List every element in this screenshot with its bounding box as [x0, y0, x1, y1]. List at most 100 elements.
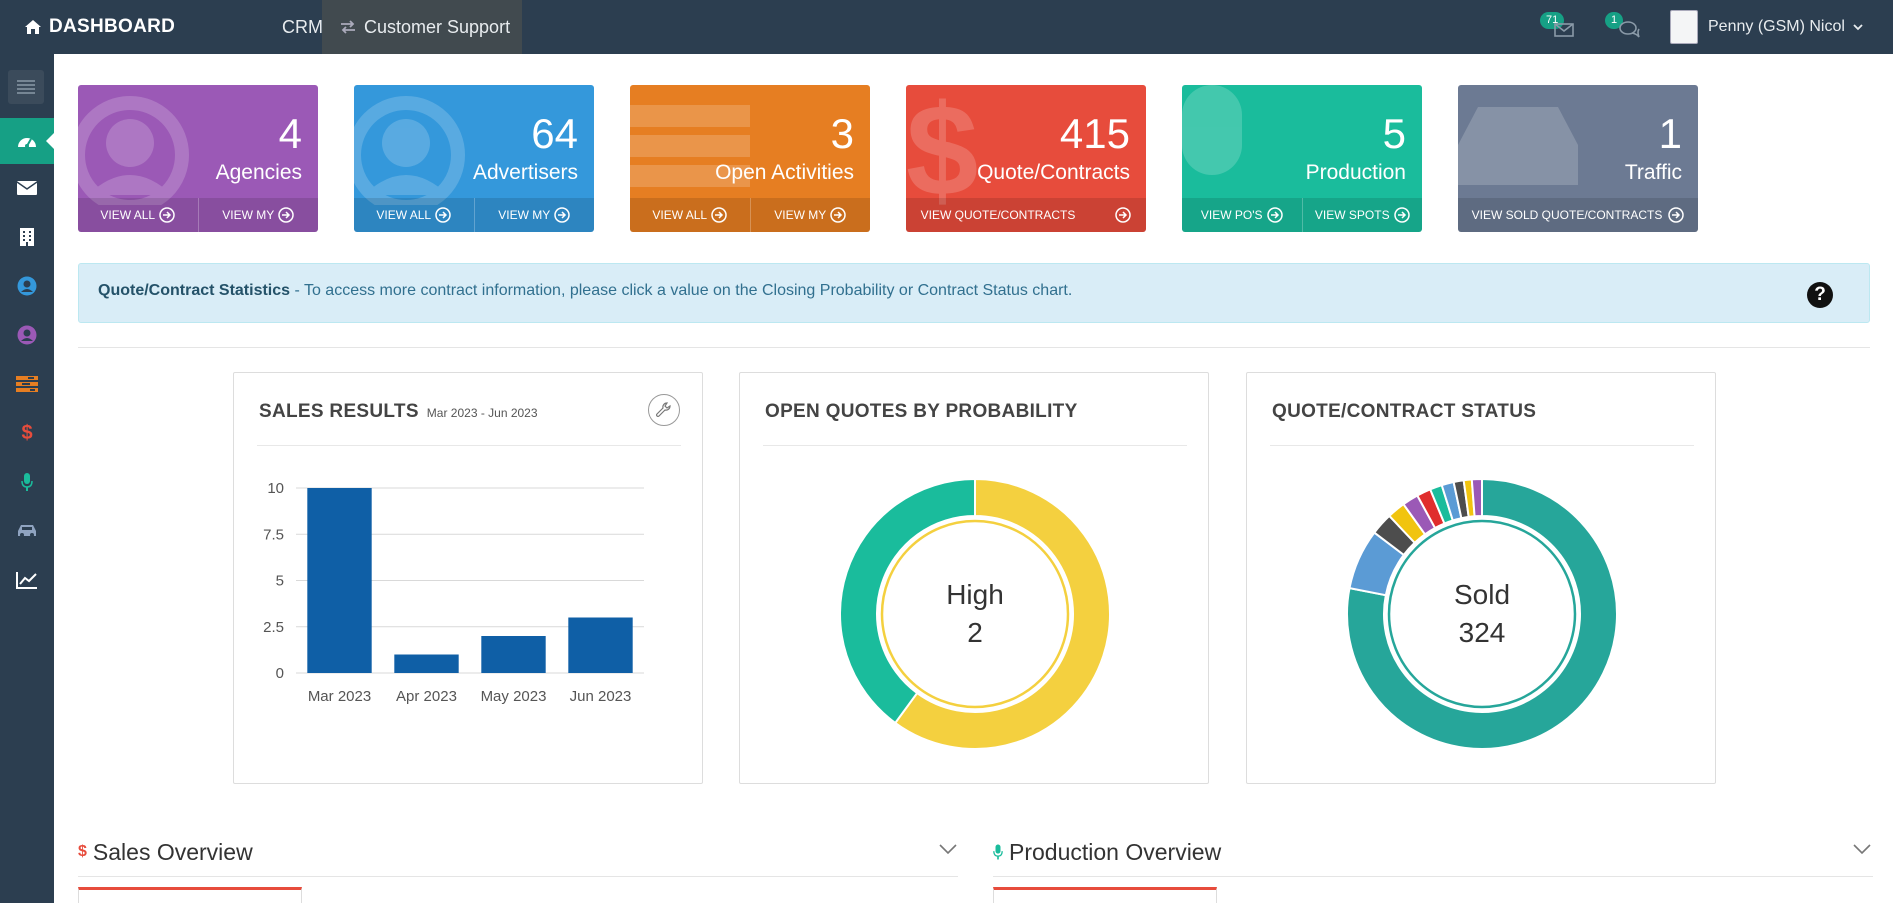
top-bar: DASHBOARD CRM Customer Support 71 1 Penn… [0, 0, 1893, 54]
arrow-circle-icon [1266, 207, 1283, 223]
exchange-icon [341, 20, 355, 34]
view-quote-contracts-link[interactable]: VIEW QUOTE/CONTRACTS [906, 198, 1146, 232]
production-overview-tab[interactable] [993, 887, 1217, 903]
avatar [1670, 10, 1698, 44]
user-circle-icon [78, 96, 189, 205]
view-all-link[interactable]: VIEW ALL [354, 198, 474, 232]
sidebar-item-production[interactable] [0, 459, 54, 505]
view-pos-link[interactable]: VIEW PO'S [1182, 198, 1302, 232]
center-value: 324 [1458, 617, 1506, 648]
building-icon [20, 228, 34, 246]
y-tick-label: 7.5 [263, 526, 284, 543]
chevron-down-icon[interactable] [939, 843, 957, 855]
microphone-icon [21, 473, 33, 491]
probability-donut-chart[interactable] [840, 473, 1110, 753]
envelope-icon [17, 181, 37, 195]
panel-open-quotes-probability: OPEN QUOTES BY PROBABILITY High 2 [739, 372, 1209, 784]
info-title: Quote/Contract Statistics [98, 282, 291, 299]
view-spots-link[interactable]: VIEW SPOTS [1301, 198, 1423, 232]
tile-label: Production [1305, 161, 1406, 184]
tile-label: Agencies [215, 161, 302, 184]
wrench-icon [656, 402, 671, 417]
tile-count: 415 [1059, 110, 1130, 157]
chat-notifications[interactable]: 1 [1605, 12, 1641, 42]
panel-sales-results: SALES RESULTS Mar 2023 - Jun 2023 0 2.5 5 7.… [233, 372, 703, 784]
sidebar-item-advertisers[interactable] [0, 263, 54, 309]
status-donut-chart[interactable] [1347, 473, 1617, 753]
arrow-circle-icon [1115, 207, 1132, 223]
y-tick-label: 5 [276, 573, 284, 590]
section-title: Sales Overview [92, 838, 253, 865]
question-circle-icon[interactable]: ? [1807, 282, 1833, 308]
nav-customer-support-label: Customer Support [364, 16, 511, 37]
dollar-icon: $ [906, 85, 978, 205]
inner-ring [1387, 519, 1577, 709]
bar [568, 617, 633, 673]
tile-count: 4 [278, 110, 302, 157]
sidebar-item-traffic[interactable] [0, 508, 54, 554]
chevron-down-icon[interactable] [1853, 843, 1871, 855]
sidebar-toggle-button[interactable] [8, 70, 44, 104]
y-tick-label: 2.5 [263, 619, 284, 636]
sidebar-item-dashboard[interactable] [0, 118, 55, 164]
sidebar-item-contacts[interactable] [0, 312, 54, 358]
tile-label: Traffic [1624, 161, 1682, 184]
panel-quote-contract-status: QUOTE/CONTRACT STATUS Sold 324 [1246, 372, 1716, 784]
date-range: Mar 2023 - Jun 2023 [426, 406, 538, 420]
panel-title: QUOTE/CONTRACT STATUS [1272, 401, 1537, 422]
view-my-link[interactable]: VIEW MY [749, 198, 871, 232]
view-sold-quote-contracts-link[interactable]: VIEW SOLD QUOTE/CONTRACTS [1458, 198, 1698, 232]
settings-button[interactable] [648, 394, 680, 426]
x-tick-label: Mar 2023 [308, 688, 371, 705]
arrow-circle-icon [159, 207, 175, 223]
y-tick-label: 10 [267, 480, 284, 497]
sidebar-item-sales[interactable]: $ [0, 410, 54, 456]
arrow-circle-icon [1393, 207, 1410, 223]
comments-icon [1619, 21, 1640, 38]
tile-label: Quote/Contracts [977, 161, 1130, 184]
bar [394, 654, 459, 673]
bar [481, 636, 546, 673]
nav-customer-support[interactable]: Customer Support [322, 0, 522, 54]
user-menu[interactable]: Penny (GSM) Nicol [1670, 8, 1863, 46]
home-icon [25, 20, 41, 34]
tile-production: 5 Production VIEW PO'S VIEW SPOTS [1182, 85, 1422, 232]
tile-count: 3 [830, 110, 854, 157]
info-alert: Quote/Contract Statistics - To access mo… [78, 263, 1870, 323]
view-my-link[interactable]: VIEW MY [197, 198, 319, 232]
section-title: Production Overview [1009, 838, 1222, 865]
mail-notifications[interactable]: 71 [1540, 12, 1576, 42]
tile-quote-contracts: $ 415 Quote/Contracts VIEW QUOTE/CONTRAC… [906, 85, 1146, 232]
arrow-circle-icon [278, 207, 294, 223]
tile-agencies: 4 Agencies VIEW ALL VIEW MY [78, 85, 318, 232]
car-icon [1458, 107, 1578, 185]
sales-bar-chart[interactable]: 0 2.5 5 7.5 10 Mar 2023 Apr 2023 May 2023 Jun 20… [234, 473, 704, 753]
nav-crm[interactable]: CRM [282, 17, 323, 37]
tasks-icon [16, 376, 38, 392]
menu-icon [17, 80, 35, 94]
sales-overview-tab[interactable] [78, 887, 302, 903]
sidebar-item-activities[interactable] [0, 361, 54, 407]
brand-label: DASHBOARD [49, 16, 176, 37]
sidebar-item-agencies[interactable] [0, 214, 54, 260]
sidebar-item-mail[interactable] [0, 165, 54, 211]
section-production-overview[interactable]: Production Overview [993, 832, 1221, 872]
donut-slice [893, 477, 1110, 750]
line-chart-icon [16, 572, 37, 589]
section-sales-overview[interactable]: $ Sales Overview [78, 832, 253, 872]
car-icon [18, 525, 36, 537]
sidebar: $ [0, 54, 55, 903]
view-my-link[interactable]: VIEW MY [473, 198, 595, 232]
x-tick-label: May 2023 [481, 688, 547, 705]
donut-center-text: High 2 [875, 576, 1075, 652]
arrow-circle-icon [711, 207, 727, 223]
view-all-link[interactable]: VIEW ALL [630, 198, 750, 232]
user-circle-icon [17, 325, 37, 345]
donut-slice [1470, 477, 1483, 518]
sidebar-item-reports[interactable] [0, 557, 54, 603]
donut-slice [840, 477, 976, 725]
view-all-link[interactable]: VIEW ALL [78, 198, 198, 232]
dashboard-link[interactable]: DASHBOARD [0, 0, 270, 54]
center-label: High [946, 579, 1004, 610]
panel-title: SALES RESULTS Mar 2023 - Jun 2023 [259, 401, 538, 422]
